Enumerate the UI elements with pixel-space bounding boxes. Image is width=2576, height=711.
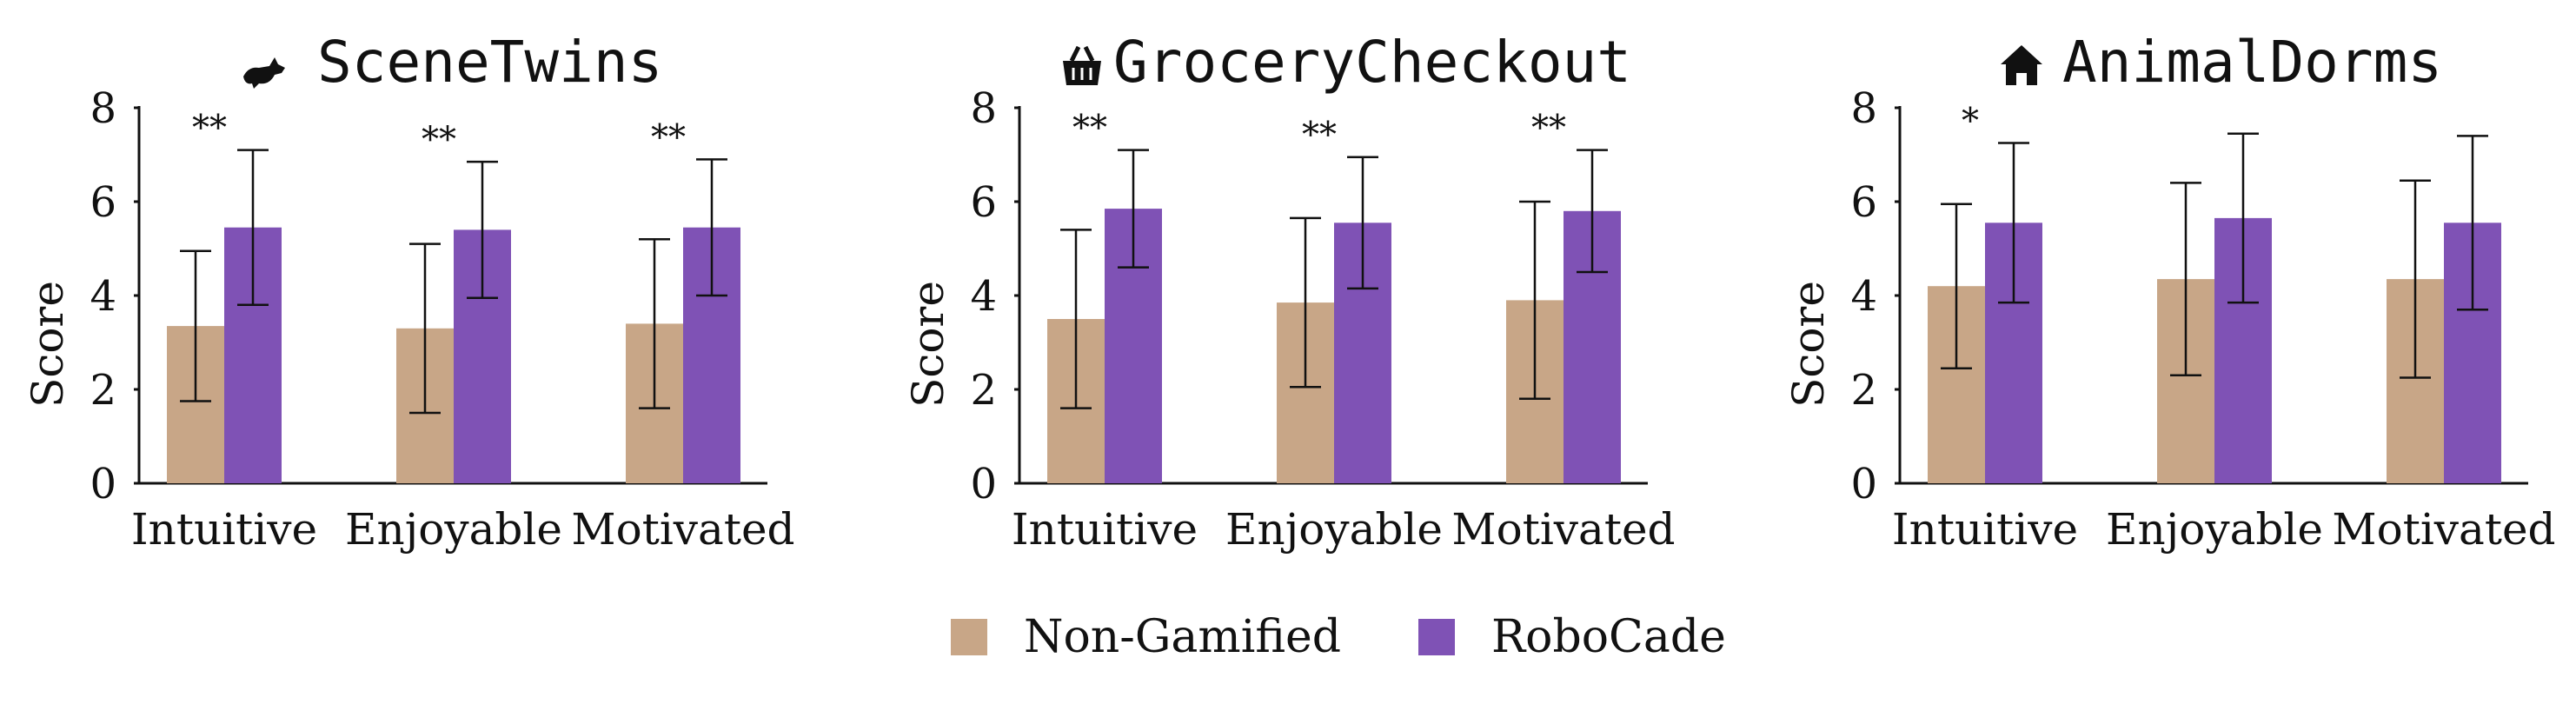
error-bar	[2400, 179, 2431, 379]
panel-title: SceneTwins	[317, 29, 662, 96]
house-icon	[2001, 45, 2042, 85]
error-bar	[1941, 203, 1972, 369]
error-bar	[237, 149, 269, 307]
panel-title-group: AnimalDorms	[2001, 29, 2442, 96]
y-tick-label: 0	[1850, 460, 1877, 508]
panel-grocerycheckout: GroceryCheckout Score 0 2 4 6 8 ** Intuitive ** En…	[903, 29, 1676, 555]
legend-label: Non-Gamified	[1024, 611, 1341, 663]
x-tick-label: Intuitive	[131, 504, 317, 555]
significance-marker: **	[1072, 109, 1107, 149]
error-bar	[2227, 132, 2259, 304]
legend-item-robocade: RoboCade	[1418, 611, 1726, 663]
legend-item-non-gamified: Non-Gamified	[951, 611, 1341, 663]
x-tick-label: Enjoyable	[2106, 504, 2323, 555]
y-tick-label: 6	[1850, 178, 1877, 227]
error-bar	[180, 249, 211, 402]
error-bar	[1519, 200, 1550, 401]
error-bar	[1998, 142, 2029, 304]
error-bar	[2170, 182, 2201, 377]
y-tick-label: 4	[1850, 272, 1877, 321]
y-tick-label: 8	[90, 84, 116, 133]
significance-marker: **	[1302, 116, 1337, 156]
y-tick-label: 8	[970, 84, 997, 133]
significance-marker: **	[1531, 109, 1566, 149]
y-tick-label: 2	[90, 366, 116, 415]
panel-scenetwins: SceneTwins Score 0 2 4 6 8 ** Intuitive ** Enjoyab…	[23, 29, 795, 555]
error-bar	[1118, 149, 1149, 269]
x-tick-label: Intuitive	[1892, 504, 2078, 555]
legend: Non-Gamified RoboCade	[951, 611, 1726, 663]
panel-title: AnimalDorms	[2062, 29, 2442, 96]
error-bar	[409, 243, 441, 415]
y-tick-label: 2	[1850, 366, 1877, 415]
x-tick-label: Enjoyable	[1225, 504, 1443, 555]
error-bar	[1577, 149, 1608, 274]
panel-title-group: GroceryCheckout	[1063, 29, 1631, 96]
error-bar	[1347, 156, 1378, 290]
x-tick-label: Intuitive	[1012, 504, 1198, 555]
x-tick-label: Enjoyable	[345, 504, 562, 555]
panel-title-group: SceneTwins	[243, 29, 662, 96]
y-tick-label: 8	[1850, 84, 1877, 133]
y-axis-label: Score	[1783, 281, 1834, 408]
significance-marker: **	[192, 109, 227, 149]
panel-title: GroceryCheckout	[1113, 29, 1631, 96]
chart-panels: SceneTwins Score 0 2 4 6 8 ** Intuitive ** Enjoyab…	[23, 29, 2556, 555]
y-tick-label: 0	[90, 460, 116, 508]
x-tick-label: Motivated	[1451, 504, 1675, 555]
basket-icon	[1063, 45, 1101, 85]
error-bar	[467, 160, 498, 299]
y-tick-label: 2	[970, 366, 997, 415]
y-tick-label: 6	[90, 178, 116, 227]
significance-marker: **	[651, 117, 686, 157]
panel-animaldorms: AnimalDorms Score 0 2 4 6 8 * Intuitive Enjoyable…	[1783, 29, 2556, 555]
x-tick-label: Motivated	[571, 504, 794, 555]
legend-swatch	[1418, 619, 1455, 655]
error-bar	[1290, 216, 1321, 389]
y-tick-label: 4	[970, 272, 997, 321]
y-tick-label: 0	[970, 460, 997, 508]
error-bar	[1060, 229, 1092, 409]
y-axis-label: Score	[903, 281, 953, 408]
error-bar	[639, 237, 670, 409]
error-bar	[2457, 135, 2488, 311]
legend-swatch	[951, 619, 987, 655]
significance-marker: *	[1962, 102, 1979, 142]
x-tick-label: Motivated	[2332, 504, 2555, 555]
fox-icon	[243, 57, 285, 89]
legend-label: RoboCade	[1491, 611, 1726, 663]
y-tick-label: 4	[90, 272, 116, 321]
significance-marker: **	[422, 120, 456, 160]
error-bar	[696, 158, 727, 297]
y-axis-label: Score	[23, 281, 73, 408]
y-tick-label: 6	[970, 178, 997, 227]
